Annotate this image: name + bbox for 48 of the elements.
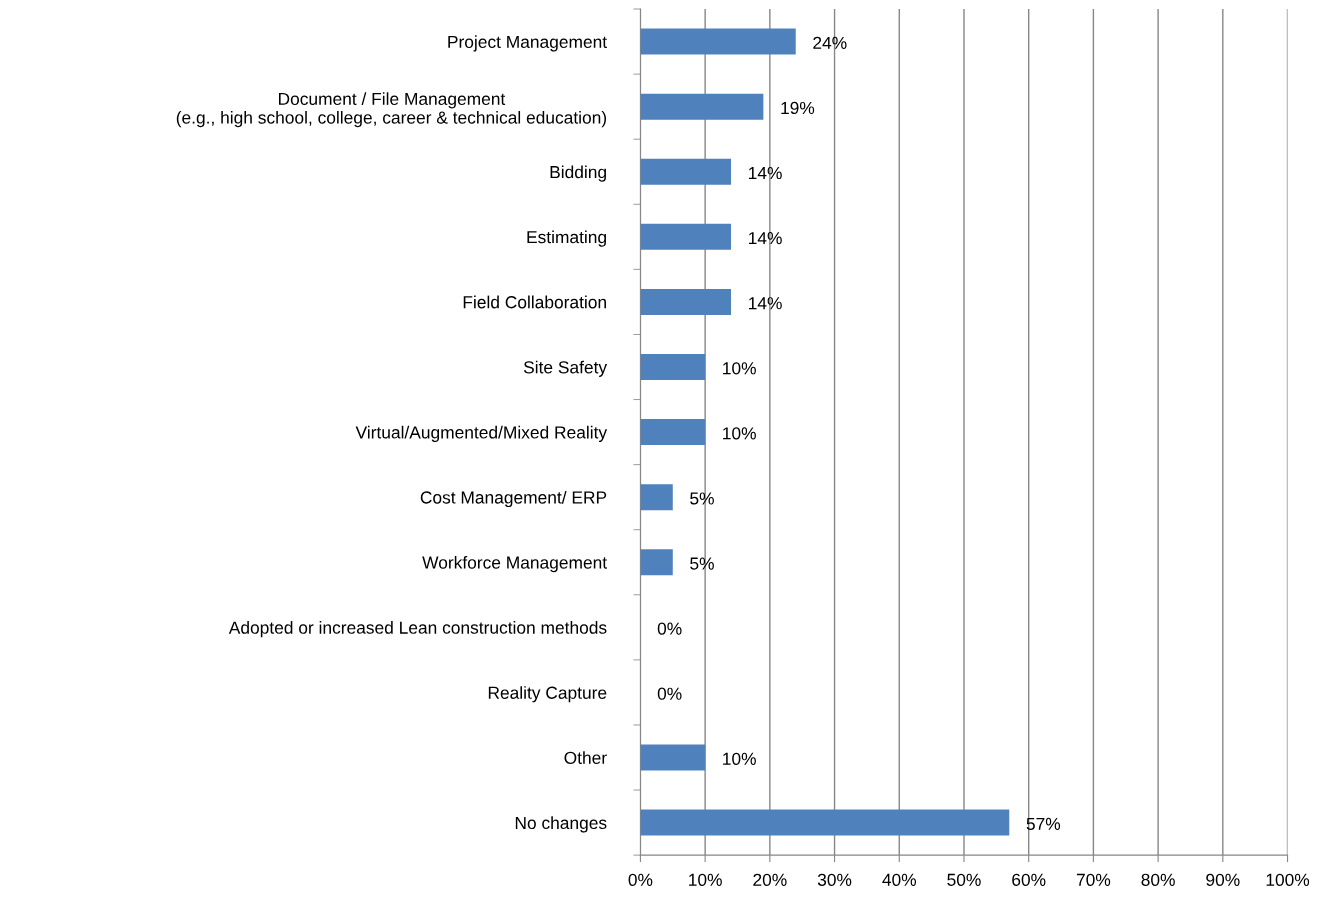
x-tick-label: 0% [628,873,653,886]
y-tick-label: Reality Capture [488,686,607,703]
x-tick-label: 30% [817,873,852,886]
y-tick-label: Field Collaboration [463,295,606,309]
y-tick-label: Project Management [448,35,607,52]
x-tick-label: 40% [882,873,917,886]
data-label: 5% [690,557,714,570]
x-tick-label: 50% [947,873,981,886]
bar [640,93,764,120]
x-tick-label: 90% [1206,873,1240,886]
bar [640,28,796,55]
data-label: 24% [813,36,847,49]
y-tick-label: Virtual/Augmented/Mixed Reality [355,425,608,442]
bar [640,419,706,446]
data-label: 19% [781,101,815,115]
bar [640,223,732,250]
data-label: 0% [657,622,682,635]
bar [640,549,673,576]
data-label: 57% [1026,817,1061,831]
data-label: 5% [690,492,714,505]
data-label: 10% [723,427,756,440]
y-tick-label: Site Safety [523,360,608,377]
bar [640,809,1010,836]
y-tick-label: Document / File Management (e.g., high school, college, career & technical education) [176,92,607,128]
bar [640,353,706,381]
data-label: 10% [723,752,756,765]
bar [640,288,732,315]
y-tick-label: Workforce Management [422,555,607,573]
data-label: 14% [749,297,782,310]
x-tick-label: 100% [1266,873,1310,886]
x-tick-label: 60% [1012,873,1046,886]
x-tick-label: 10% [689,873,722,886]
data-label: 10% [723,362,756,375]
bar [640,158,732,185]
x-tick-label: 70% [1076,873,1111,886]
x-tick-label: 20% [753,873,787,886]
bar [640,744,706,771]
y-tick-label: Cost Management/ ERP [420,490,607,508]
bar [640,484,673,511]
y-tick-label: Bidding [550,165,606,182]
y-tick-label: Other [564,751,607,764]
data-label: 14% [749,166,782,180]
data-label: 14% [749,232,782,245]
data-label: 0% [657,687,682,700]
y-tick-label: Estimating [527,230,606,247]
x-tick-label: 80% [1141,873,1175,886]
y-tick-label: No changes [515,816,607,833]
y-tick-label: Adopted or increased Lean construction methods [228,621,607,638]
